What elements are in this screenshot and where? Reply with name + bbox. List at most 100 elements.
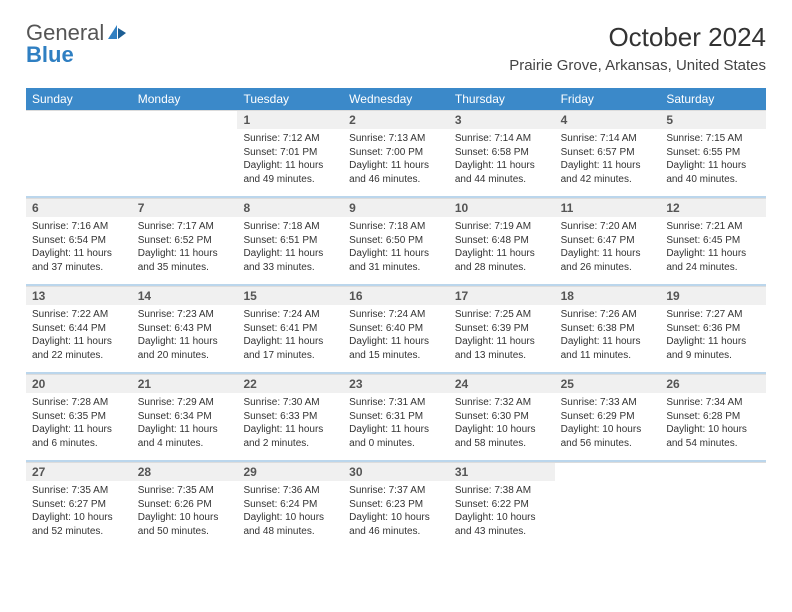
day-body: Sunrise: 7:33 AMSunset: 6:29 PMDaylight:…: [555, 393, 661, 456]
day-number: 7: [132, 199, 238, 217]
day-cell: 10Sunrise: 7:19 AMSunset: 6:48 PMDayligh…: [449, 198, 555, 284]
sunrise-line: Sunrise: 7:36 AM: [243, 484, 337, 498]
day-body: Sunrise: 7:30 AMSunset: 6:33 PMDaylight:…: [237, 393, 343, 456]
sunrise-line: Sunrise: 7:26 AM: [561, 308, 655, 322]
daylight-line: Daylight: 11 hours: [349, 335, 443, 349]
sunrise-line: Sunrise: 7:23 AM: [138, 308, 232, 322]
daylight-line-2: and 4 minutes.: [138, 437, 232, 451]
month-title: October 2024: [509, 22, 766, 53]
day-number: 13: [26, 287, 132, 305]
daylight-line-2: and 17 minutes.: [243, 349, 337, 363]
day-cell: [26, 110, 132, 196]
day-number: 30: [343, 463, 449, 481]
week-row: 6Sunrise: 7:16 AMSunset: 6:54 PMDaylight…: [26, 198, 766, 284]
day-number: 2: [343, 111, 449, 129]
day-number: 9: [343, 199, 449, 217]
day-cell: [660, 462, 766, 548]
sunrise-line: Sunrise: 7:22 AM: [32, 308, 126, 322]
daylight-line-2: and 40 minutes.: [666, 173, 760, 187]
header-row: General Blue October 2024 Prairie Grove,…: [26, 22, 766, 74]
daylight-line-2: and 46 minutes.: [349, 525, 443, 539]
day-body: Sunrise: 7:36 AMSunset: 6:24 PMDaylight:…: [237, 481, 343, 544]
location: Prairie Grove, Arkansas, United States: [509, 57, 766, 74]
day-body: Sunrise: 7:13 AMSunset: 7:00 PMDaylight:…: [343, 129, 449, 192]
day-cell: 24Sunrise: 7:32 AMSunset: 6:30 PMDayligh…: [449, 374, 555, 460]
sunrise-line: Sunrise: 7:35 AM: [32, 484, 126, 498]
daylight-line-2: and 13 minutes.: [455, 349, 549, 363]
sunrise-line: Sunrise: 7:25 AM: [455, 308, 549, 322]
day-cell: 27Sunrise: 7:35 AMSunset: 6:27 PMDayligh…: [26, 462, 132, 548]
weekday-header: Thursday: [449, 88, 555, 110]
sunset-line: Sunset: 6:31 PM: [349, 410, 443, 424]
logo: General Blue: [26, 22, 127, 66]
day-number: 14: [132, 287, 238, 305]
week-separator: [26, 372, 766, 374]
day-number: 26: [660, 375, 766, 393]
day-cell: 26Sunrise: 7:34 AMSunset: 6:28 PMDayligh…: [660, 374, 766, 460]
daylight-line: Daylight: 10 hours: [561, 423, 655, 437]
daylight-line: Daylight: 10 hours: [455, 511, 549, 525]
day-number: 31: [449, 463, 555, 481]
week-separator: [26, 196, 766, 198]
day-cell: 31Sunrise: 7:38 AMSunset: 6:22 PMDayligh…: [449, 462, 555, 548]
day-cell: 30Sunrise: 7:37 AMSunset: 6:23 PMDayligh…: [343, 462, 449, 548]
sunrise-line: Sunrise: 7:20 AM: [561, 220, 655, 234]
daylight-line: Daylight: 11 hours: [561, 335, 655, 349]
calendar: SundayMondayTuesdayWednesdayThursdayFrid…: [26, 88, 766, 548]
daylight-line: Daylight: 11 hours: [32, 247, 126, 261]
sunset-line: Sunset: 6:43 PM: [138, 322, 232, 336]
daylight-line: Daylight: 11 hours: [561, 247, 655, 261]
sunset-line: Sunset: 6:33 PM: [243, 410, 337, 424]
sunset-line: Sunset: 6:23 PM: [349, 498, 443, 512]
sunset-line: Sunset: 6:51 PM: [243, 234, 337, 248]
day-body: Sunrise: 7:15 AMSunset: 6:55 PMDaylight:…: [660, 129, 766, 192]
daylight-line: Daylight: 11 hours: [243, 247, 337, 261]
weekday-header: Friday: [555, 88, 661, 110]
sunset-line: Sunset: 6:40 PM: [349, 322, 443, 336]
sunrise-line: Sunrise: 7:38 AM: [455, 484, 549, 498]
day-number: 10: [449, 199, 555, 217]
sunset-line: Sunset: 6:39 PM: [455, 322, 549, 336]
sunset-line: Sunset: 6:47 PM: [561, 234, 655, 248]
daylight-line: Daylight: 11 hours: [138, 247, 232, 261]
sunset-line: Sunset: 7:00 PM: [349, 146, 443, 160]
sunset-line: Sunset: 6:41 PM: [243, 322, 337, 336]
day-body: Sunrise: 7:21 AMSunset: 6:45 PMDaylight:…: [660, 217, 766, 280]
day-body: Sunrise: 7:25 AMSunset: 6:39 PMDaylight:…: [449, 305, 555, 368]
sunset-line: Sunset: 6:28 PM: [666, 410, 760, 424]
sunrise-line: Sunrise: 7:12 AM: [243, 132, 337, 146]
day-cell: [132, 110, 238, 196]
sunset-line: Sunset: 6:36 PM: [666, 322, 760, 336]
day-cell: 2Sunrise: 7:13 AMSunset: 7:00 PMDaylight…: [343, 110, 449, 196]
sunrise-line: Sunrise: 7:21 AM: [666, 220, 760, 234]
day-body: Sunrise: 7:31 AMSunset: 6:31 PMDaylight:…: [343, 393, 449, 456]
week-row: 13Sunrise: 7:22 AMSunset: 6:44 PMDayligh…: [26, 286, 766, 372]
sunrise-line: Sunrise: 7:28 AM: [32, 396, 126, 410]
day-body: Sunrise: 7:22 AMSunset: 6:44 PMDaylight:…: [26, 305, 132, 368]
day-number: 27: [26, 463, 132, 481]
day-body: Sunrise: 7:17 AMSunset: 6:52 PMDaylight:…: [132, 217, 238, 280]
day-number: 24: [449, 375, 555, 393]
sunrise-line: Sunrise: 7:35 AM: [138, 484, 232, 498]
day-cell: 21Sunrise: 7:29 AMSunset: 6:34 PMDayligh…: [132, 374, 238, 460]
weekday-header: Tuesday: [237, 88, 343, 110]
daylight-line-2: and 33 minutes.: [243, 261, 337, 275]
sunrise-line: Sunrise: 7:17 AM: [138, 220, 232, 234]
day-number: 19: [660, 287, 766, 305]
sunset-line: Sunset: 6:35 PM: [32, 410, 126, 424]
daylight-line: Daylight: 11 hours: [349, 423, 443, 437]
day-number: 15: [237, 287, 343, 305]
day-cell: 18Sunrise: 7:26 AMSunset: 6:38 PMDayligh…: [555, 286, 661, 372]
day-body: Sunrise: 7:29 AMSunset: 6:34 PMDaylight:…: [132, 393, 238, 456]
sunrise-line: Sunrise: 7:15 AM: [666, 132, 760, 146]
daylight-line: Daylight: 10 hours: [32, 511, 126, 525]
day-number: 8: [237, 199, 343, 217]
daylight-line: Daylight: 11 hours: [349, 247, 443, 261]
daylight-line: Daylight: 11 hours: [666, 335, 760, 349]
sunset-line: Sunset: 7:01 PM: [243, 146, 337, 160]
daylight-line-2: and 24 minutes.: [666, 261, 760, 275]
sunrise-line: Sunrise: 7:32 AM: [455, 396, 549, 410]
day-number: 18: [555, 287, 661, 305]
day-number: 1: [237, 111, 343, 129]
sunset-line: Sunset: 6:48 PM: [455, 234, 549, 248]
